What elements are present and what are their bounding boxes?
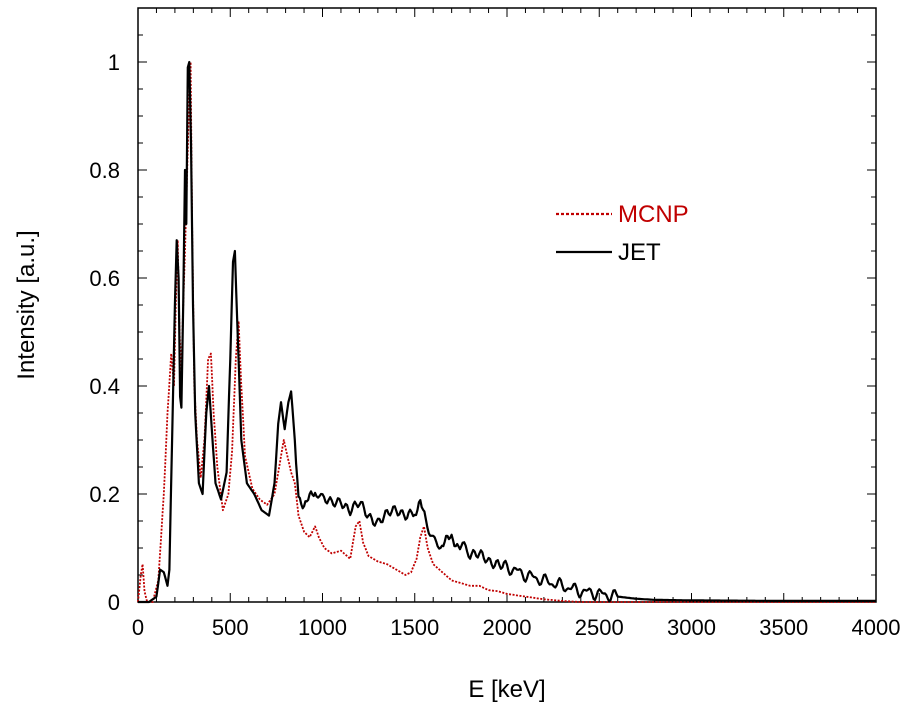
series-line-jet bbox=[138, 60, 876, 604]
legend: MCNP JET bbox=[556, 201, 689, 266]
x-tick-label: 500 bbox=[212, 615, 249, 640]
plot-frame bbox=[137, 7, 877, 603]
y-tick-label: 1 bbox=[108, 50, 120, 75]
legend-label-mcnp: MCNP bbox=[618, 201, 689, 228]
x-tick-label: 2000 bbox=[483, 615, 532, 640]
y-tick-label: 0 bbox=[108, 590, 120, 615]
x-tick-label: 3000 bbox=[667, 615, 716, 640]
series-layer bbox=[137, 60, 876, 604]
x-tick-label: 0 bbox=[132, 615, 144, 640]
x-tick-label: 1000 bbox=[298, 615, 347, 640]
x-tick-label: 3500 bbox=[759, 615, 808, 640]
x-axis-title: E [keV] bbox=[468, 676, 545, 703]
y-axis-title: Intensity [a.u.] bbox=[13, 230, 40, 379]
y-tick-label: 0.4 bbox=[89, 374, 120, 399]
x-tick-label: 1500 bbox=[390, 615, 439, 640]
y-tick-label: 0.6 bbox=[89, 266, 120, 291]
y-tick-label: 0.2 bbox=[89, 482, 120, 507]
x-tick-label: 2500 bbox=[575, 615, 624, 640]
axis-tick-labels: 0 500 1000 1500 2000 2500 3000 3500 4000 0 0.2 0.4 0… bbox=[89, 50, 900, 640]
series-line-mcnp bbox=[137, 61, 876, 603]
legend-label-jet: JET bbox=[618, 239, 661, 266]
y-tick-label: 0.8 bbox=[89, 158, 120, 183]
axis-ticks bbox=[137, 7, 877, 603]
x-tick-label: 4000 bbox=[852, 615, 901, 640]
